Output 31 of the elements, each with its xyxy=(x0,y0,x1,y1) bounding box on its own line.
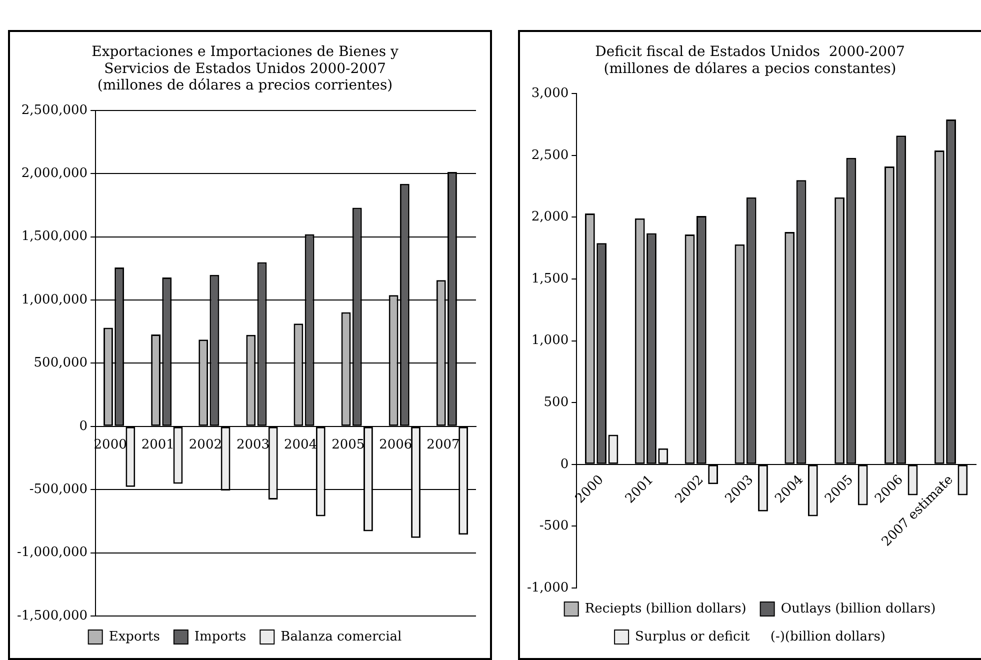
y-tick-label: 500 xyxy=(544,394,569,410)
x-tick-label: 2003 xyxy=(236,438,270,453)
y-tick-label: -500 xyxy=(539,518,569,534)
y-tick-label: 2,000 xyxy=(531,210,569,225)
y-tick-label: -1,000 xyxy=(527,580,569,596)
y-tick-label: 3,000 xyxy=(531,86,569,101)
y-tick-label: 0 xyxy=(79,418,88,434)
x-tick-label: 2005 xyxy=(332,438,365,453)
chart-title: Exportaciones e Importaciones de Bienes y Servicios de Estados Unidos 2000-2007 (millones de dólares a precios corrientes) xyxy=(92,44,398,94)
legend-label: Balanza comercial xyxy=(280,629,402,644)
x-tick-label: 2004 xyxy=(284,438,318,453)
y-tick-label: 2,500 xyxy=(531,148,569,163)
y-tick-label: 1,500 xyxy=(531,271,569,286)
x-tick-label: 2001 xyxy=(141,438,174,453)
y-tick-label: 2,000,000 xyxy=(21,166,88,181)
y-tick-label: -1,500,000 xyxy=(16,608,88,624)
y-tick-label: 2,500,000 xyxy=(21,102,88,118)
y-tick-label: 1,000,000 xyxy=(21,292,88,308)
legend-label: Reciepts (billion dollars) xyxy=(584,601,746,616)
y-tick-label: 1,000 xyxy=(531,333,569,348)
y-tick-label: -1,000,000 xyxy=(16,545,88,560)
legend-label: Surplus or deficit (-)(billion dollars) xyxy=(635,629,886,644)
x-tick-label: 2002 xyxy=(188,438,222,453)
y-tick-label: -500,000 xyxy=(29,482,88,497)
y-tick-label: 0 xyxy=(560,456,569,472)
legend-label: Outlays (billion dollars) xyxy=(780,601,936,616)
y-tick-label: 500,000 xyxy=(34,356,88,371)
legend-label: Imports xyxy=(194,629,246,644)
legend-label: Exports xyxy=(108,629,160,644)
chart-title: Deficit fiscal de Estados Unidos 2000-2007 (millones de dólares a pecios constantes) xyxy=(595,44,905,77)
y-tick-label: 1,500,000 xyxy=(21,229,88,244)
